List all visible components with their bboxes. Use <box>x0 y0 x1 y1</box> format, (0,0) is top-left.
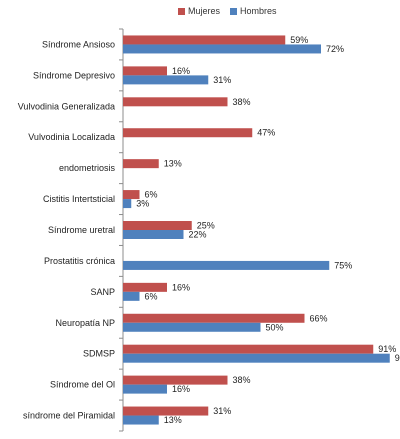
data-label-mujeres: 31% <box>213 406 231 416</box>
data-label-mujeres: 25% <box>197 221 215 231</box>
data-label-hombres: 16% <box>172 384 190 394</box>
category-label: Síndrome uretral <box>48 225 115 235</box>
bar-mujeres <box>123 190 140 200</box>
bar-mujeres <box>123 375 228 385</box>
data-label-mujeres: 59% <box>290 35 308 45</box>
bar-hombres <box>123 44 321 54</box>
bar-mujeres <box>123 313 305 323</box>
data-label-hombres: 22% <box>189 230 207 240</box>
category-label: Prostatitis crónica <box>44 256 115 266</box>
data-label-mujeres: 16% <box>172 66 190 76</box>
data-label-mujeres: 38% <box>233 97 251 107</box>
bar-mujeres <box>123 282 167 292</box>
bar-hombres <box>123 291 140 301</box>
category-label: endometriosis <box>59 163 116 173</box>
bar-hombres <box>123 75 209 85</box>
category-label: Vulvodinia Generalizada <box>18 101 115 111</box>
data-label-hombres: 6% <box>145 291 158 301</box>
legend: Mujeres Hombres <box>178 6 277 16</box>
bar-hombres <box>123 384 167 394</box>
data-label-hombres: 50% <box>266 322 284 332</box>
legend-item-hombres: Hombres <box>230 6 277 16</box>
bar-hombres <box>123 353 390 363</box>
legend-label-hombres: Hombres <box>240 6 277 16</box>
category-label: SDMSP <box>83 349 115 359</box>
data-label-hombres: 97% <box>395 353 400 363</box>
data-label-mujeres: 91% <box>378 344 396 354</box>
legend-item-mujeres: Mujeres <box>178 6 220 16</box>
category-label: Cistitis Intertsticial <box>43 194 115 204</box>
data-label-hombres: 3% <box>136 199 149 209</box>
data-label-mujeres: 38% <box>233 375 251 385</box>
category-label: Síndrome Ansioso <box>42 39 115 49</box>
bar-hombres <box>123 199 132 209</box>
bar-mujeres <box>123 406 209 416</box>
category-label: SANP <box>90 287 115 297</box>
legend-swatch-mujeres <box>178 7 185 15</box>
data-label-mujeres: 47% <box>257 128 275 138</box>
bar-mujeres <box>123 128 253 138</box>
data-label-mujeres: 16% <box>172 282 190 292</box>
bar-hombres <box>123 415 159 425</box>
legend-swatch-hombres <box>230 7 238 15</box>
category-label: Vulvodinia Localizada <box>28 132 115 142</box>
bar-mujeres <box>123 159 159 169</box>
data-label-hombres: 75% <box>334 260 352 270</box>
data-label-mujeres: 66% <box>310 313 328 323</box>
category-label: Neuropatía NP <box>55 318 115 328</box>
bar-mujeres <box>123 344 374 354</box>
category-label: Síndrome Depresivo <box>33 70 115 80</box>
bar-hombres <box>123 260 330 270</box>
data-label-hombres: 31% <box>213 75 231 85</box>
data-label-mujeres: 13% <box>164 159 182 169</box>
category-label: síndrome del Piramidal <box>23 411 115 421</box>
bar-hombres <box>123 322 261 332</box>
bar-mujeres <box>123 66 167 76</box>
data-label-hombres: 72% <box>326 44 344 54</box>
bar-hombres <box>123 230 184 239</box>
data-label-hombres: 13% <box>164 415 182 425</box>
bar-mujeres <box>123 35 286 45</box>
bar-mujeres <box>123 97 228 107</box>
data-label-mujeres: 6% <box>145 190 158 200</box>
bar-mujeres <box>123 221 192 230</box>
category-label: Síndrome del Ol <box>50 380 115 390</box>
legend-label-mujeres: Mujeres <box>188 6 221 16</box>
